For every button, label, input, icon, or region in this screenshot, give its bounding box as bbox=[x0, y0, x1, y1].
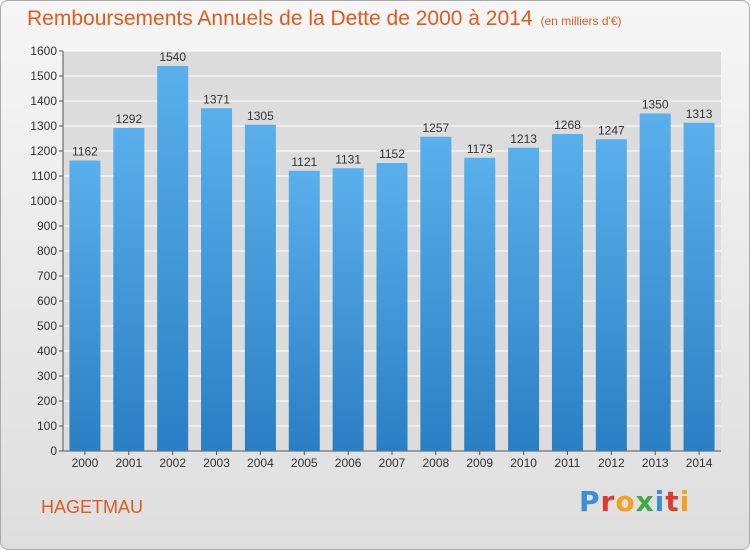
x-tick-label: 2001 bbox=[115, 456, 142, 470]
y-tick-label: 0 bbox=[50, 444, 57, 458]
bar-value-label: 1257 bbox=[423, 121, 450, 135]
x-tick-label: 2012 bbox=[598, 456, 625, 470]
bar-2006 bbox=[332, 168, 364, 451]
y-tick-label: 1100 bbox=[31, 169, 57, 183]
bar-2010 bbox=[508, 147, 540, 451]
x-tick-label: 2007 bbox=[379, 456, 406, 470]
bar-2001 bbox=[113, 128, 145, 451]
bar-2005 bbox=[288, 170, 320, 451]
bar-value-label: 1121 bbox=[291, 155, 317, 169]
x-tick-label: 2006 bbox=[335, 456, 362, 470]
chart-title-text: Remboursements Annuels de la Dette de 20… bbox=[27, 7, 533, 30]
x-tick-label: 2008 bbox=[423, 456, 450, 470]
logo-letter: i bbox=[679, 485, 691, 518]
bar-2008 bbox=[420, 136, 452, 451]
y-tick-label: 1200 bbox=[30, 144, 57, 158]
commune-name: HAGETMAU bbox=[41, 497, 144, 517]
bar-value-label: 1152 bbox=[379, 147, 405, 161]
bar-value-label: 1292 bbox=[115, 112, 142, 126]
bar-2011 bbox=[551, 134, 583, 451]
y-tick-label: 1300 bbox=[30, 119, 57, 133]
y-tick-label: 100 bbox=[37, 419, 57, 433]
labels: 0 100 200 300 400 500 600 700 800 900 1000 1100 1200… bbox=[30, 44, 712, 470]
bar-2000 bbox=[69, 160, 101, 451]
bar-value-label: 1247 bbox=[598, 123, 625, 137]
y-tick-label: 800 bbox=[37, 244, 57, 258]
bar-value-label: 1213 bbox=[510, 132, 537, 146]
proxiti-logo: Proxiti bbox=[579, 485, 690, 518]
bar-2004 bbox=[244, 124, 276, 451]
logo-letter: o bbox=[615, 485, 636, 518]
bar-value-label: 1268 bbox=[554, 118, 581, 132]
y-tick-label: 700 bbox=[37, 269, 57, 283]
bar-2014 bbox=[683, 122, 715, 451]
y-tick-label: 900 bbox=[37, 219, 57, 233]
bar-value-label: 1305 bbox=[247, 109, 274, 123]
y-tick-label: 200 bbox=[37, 394, 57, 408]
y-tick-label: 1500 bbox=[30, 69, 57, 83]
x-tick-label: 2002 bbox=[159, 456, 186, 470]
y-tick-label: 400 bbox=[37, 344, 57, 358]
bar-value-label: 1540 bbox=[159, 50, 186, 64]
logo-letter: x bbox=[635, 485, 655, 518]
bar-value-label: 1371 bbox=[203, 92, 230, 106]
logo-letter: t bbox=[665, 485, 680, 518]
x-tick-label: 2014 bbox=[686, 456, 713, 470]
bar-2002 bbox=[157, 66, 189, 451]
x-tick-label: 2003 bbox=[203, 456, 230, 470]
x-tick-label: 2013 bbox=[642, 456, 669, 470]
bar-2009 bbox=[464, 157, 496, 451]
y-tick-label: 1600 bbox=[30, 44, 57, 58]
x-tick-label: 2005 bbox=[291, 456, 318, 470]
bar-value-label: 1350 bbox=[642, 98, 669, 112]
bars bbox=[69, 66, 715, 451]
bar-2003 bbox=[201, 108, 233, 451]
y-tick-label: 600 bbox=[37, 294, 57, 308]
logo-letter: P bbox=[579, 485, 601, 518]
bar-2012 bbox=[595, 139, 627, 451]
x-tick-label: 2000 bbox=[72, 456, 99, 470]
bar-value-label: 1131 bbox=[335, 152, 361, 166]
y-tick-label: 1400 bbox=[30, 94, 57, 108]
x-tick-label: 2009 bbox=[466, 456, 493, 470]
chart-unit: (en milliers d'€) bbox=[540, 14, 622, 28]
y-tick-label: 500 bbox=[37, 319, 57, 333]
logo-letter: r bbox=[600, 485, 616, 518]
bar-2013 bbox=[639, 113, 671, 451]
y-tick-label: 300 bbox=[37, 369, 57, 383]
x-tick-label: 2011 bbox=[555, 456, 581, 470]
logo-letter: i bbox=[654, 485, 666, 518]
chart-title: Remboursements Annuels de la Dette de 20… bbox=[27, 7, 622, 31]
x-tick-label: 2010 bbox=[510, 456, 537, 470]
bar-value-label: 1173 bbox=[467, 142, 493, 156]
bar-value-label: 1162 bbox=[72, 145, 98, 159]
bar-2007 bbox=[376, 163, 408, 451]
y-tick-label: 1000 bbox=[30, 194, 57, 208]
bar-value-label: 1313 bbox=[686, 107, 713, 121]
x-tick-label: 2004 bbox=[247, 456, 274, 470]
